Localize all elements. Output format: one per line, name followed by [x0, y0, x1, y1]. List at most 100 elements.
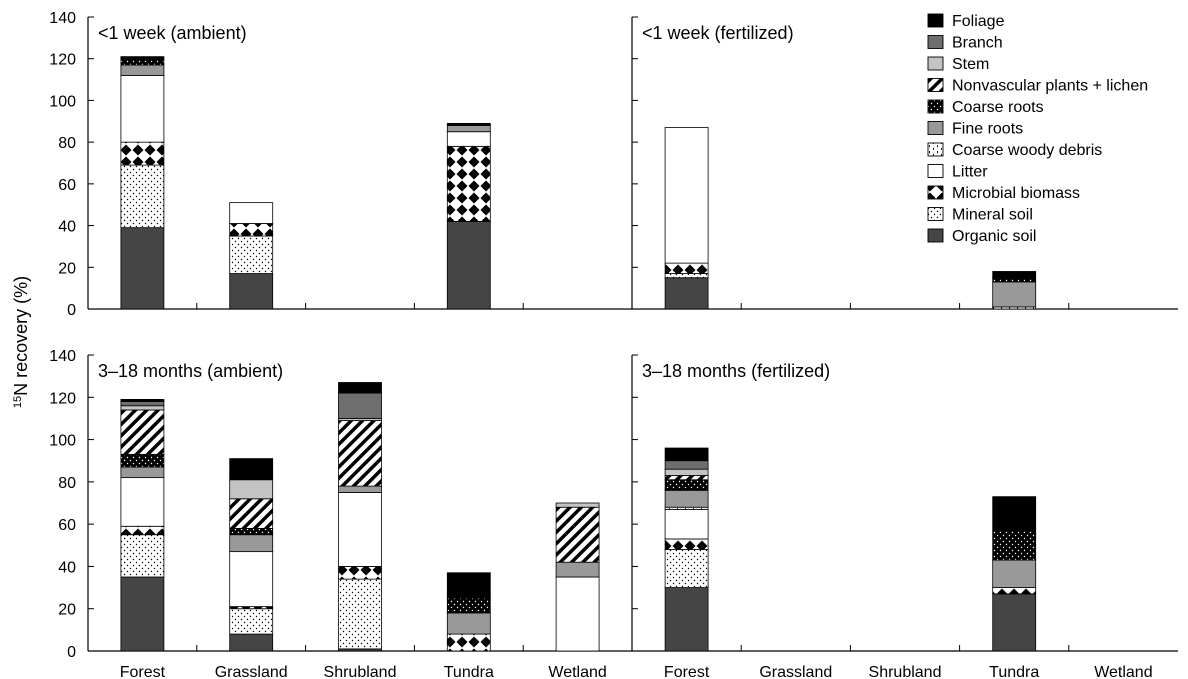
legend-label: Foliage [952, 13, 1005, 30]
legend-label: Fine roots [952, 121, 1023, 138]
bar-segment-mineral-soil [229, 608, 274, 635]
bar-segment-fine-roots [120, 64, 165, 76]
bar-segment-nonvascular [229, 498, 274, 529]
panel-4: Forest Grassland Shrubland Tundra Wetland 3–1… [631, 354, 1178, 679]
bar-segment-coarse-roots [992, 530, 1037, 561]
bar-segment-nonvascular [120, 409, 165, 455]
bar-segment-foliage [120, 398, 165, 402]
bar-segment-mineral-soil [120, 164, 165, 229]
bar-segment-coarse-roots [446, 597, 491, 614]
bar-segment-litter [229, 551, 274, 608]
bar-segment-fine-roots [120, 466, 165, 479]
bar-segment-organic-soil [664, 277, 709, 310]
legend-swatch-coarse-roots [927, 99, 944, 114]
bar-segment-fine-roots [992, 281, 1037, 308]
bar-segment-coarse-roots [664, 479, 709, 491]
legend-swatch-organic-soil [927, 228, 944, 243]
x-tick-label: Shrubland [324, 664, 397, 679]
bar-segment-organic-soil [120, 576, 165, 652]
y-tick-label: 140 [49, 348, 76, 365]
y-tick-label: 40 [58, 219, 76, 236]
legend-label: Coarse woody debris [952, 142, 1102, 159]
legend-label: Litter [952, 164, 988, 181]
x-tick-label: Grassland [759, 664, 832, 679]
bar-segment-fine-roots [664, 489, 709, 508]
bar-segment-microbial [229, 223, 274, 237]
bar-segment-coarse-roots [992, 277, 1037, 283]
bar-segment-litter [555, 576, 600, 652]
bar-segment-organic-soil [229, 633, 274, 652]
x-tick-label: Tundra [989, 664, 1039, 679]
bar-segment-foliage [229, 458, 274, 481]
panels-layer: 0 20 40 60 80 100 120 140 <1 week (ambient) <1 we… [49, 10, 1178, 679]
y-axis-label: 15N recovery (%) [11, 276, 31, 408]
x-tick-label: Wetland [548, 664, 606, 679]
bar-segment-nonvascular [555, 506, 600, 563]
legend: Foliage Branch Stem Nonvascular plants + li… [927, 13, 1148, 245]
legend-label: Stem [952, 56, 989, 73]
bar-segment-fine-roots [446, 612, 491, 635]
bar-segment-microbial [120, 141, 165, 166]
y-tick-label: 40 [58, 559, 76, 576]
bar-segment-organic-soil [664, 587, 709, 652]
bar-segment-stem [555, 502, 600, 508]
bar-segment-branch [664, 460, 709, 470]
legend-label: Coarse roots [952, 99, 1044, 116]
y-tick-label: 100 [49, 93, 76, 110]
x-tick-label: Forest [664, 664, 710, 679]
y-tick-label: 140 [49, 10, 76, 27]
panel-1: 0 20 40 60 80 100 120 140 <1 week (ambient) [49, 10, 632, 319]
bar-segment-fine-roots [555, 561, 600, 578]
bar-segment-fine-roots [446, 125, 491, 133]
legend-swatch-fine-roots [927, 121, 944, 135]
panel-2: <1 week (fertilized) [631, 16, 1178, 310]
y-tick-label: 80 [58, 135, 76, 152]
legend-swatch-litter [927, 164, 944, 178]
bar-segment-nonvascular [338, 420, 382, 487]
bar-segment-branch [338, 392, 382, 419]
y-tick-label: 120 [49, 52, 76, 69]
bar-segment-foliage [664, 447, 709, 462]
bar-segment-microbial [992, 587, 1037, 595]
legend-swatch-mineral-soil [927, 207, 944, 221]
bar-segment-microbial [446, 633, 491, 652]
x-tick-label: Tundra [444, 664, 494, 679]
bar-segment-litter [338, 492, 382, 567]
bar-segment-foliage [338, 382, 382, 394]
bar-segment-litter [446, 131, 491, 147]
bar-segment-organic-soil [992, 593, 1037, 652]
bar-segment-fine-roots [992, 559, 1037, 588]
legend-label: Mineral soil [952, 207, 1033, 224]
y-tick-label: 120 [49, 390, 76, 407]
bar-segment-foliage [446, 122, 491, 126]
bar-segment-foliage [992, 271, 1037, 279]
bar-segment-mineral-soil [664, 549, 709, 588]
y-tick-label: 20 [58, 260, 76, 277]
y-tick-label: 0 [67, 644, 76, 661]
bar-segment-organic-soil [229, 273, 274, 310]
bar-segment-litter [120, 75, 165, 143]
bar-segment-microbial [664, 262, 709, 274]
legend-label: Microbial biomass [952, 185, 1080, 202]
legend-swatch-branch [927, 35, 944, 49]
x-tick-label: Wetland [1094, 664, 1152, 679]
y-tick-label: 60 [58, 517, 76, 534]
bar-segment-microbial [664, 538, 709, 550]
legend-swatch-stem [927, 56, 944, 71]
bar-segment-branch [120, 401, 165, 407]
bar-segment-coarse-roots [229, 527, 274, 536]
y-tick-label: 0 [67, 302, 76, 319]
panel-title: 3–18 months (fertilized) [642, 361, 830, 381]
y-tick-label: 80 [58, 475, 76, 492]
legend-swatch-microbial [927, 185, 944, 200]
bar-segment-foliage [446, 572, 491, 599]
legend-swatch-nonvascular [927, 78, 944, 92]
bar-segment-microbial [446, 145, 491, 222]
bar-segment-nonvascular [664, 475, 709, 481]
panel-title: 3–18 months (ambient) [98, 361, 283, 381]
x-tick-label: Shrubland [869, 664, 942, 679]
bar-segment-fine-roots [338, 485, 382, 493]
bar-segment-fine-roots [229, 534, 274, 553]
bar-segment-coarse-roots [120, 58, 165, 66]
